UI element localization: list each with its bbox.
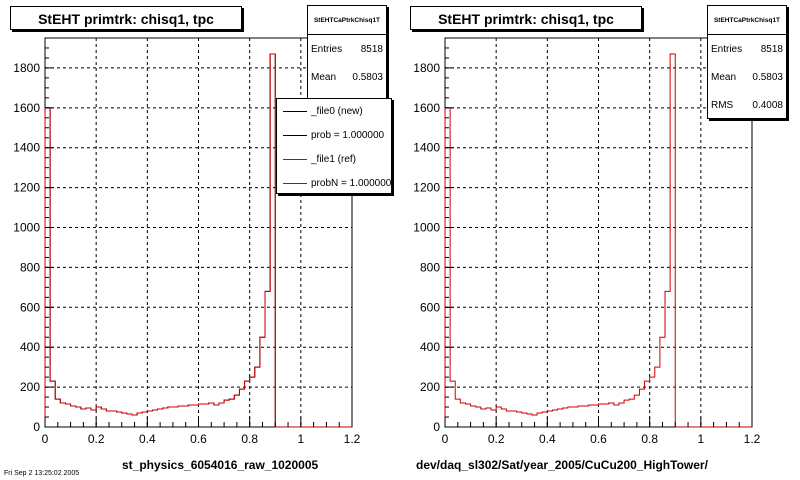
right-title: StEHT primtrk: chisq1, tpc: [410, 6, 642, 30]
left-y-tick-label: 600: [20, 300, 40, 314]
left-stats-row: Entries 8518: [308, 35, 386, 63]
legend-entry: probN = 1.000000: [277, 171, 392, 193]
left-x-tick-label: 1: [297, 432, 304, 446]
legend-line-file1: [283, 158, 307, 160]
right-x-tick-label: 0.4: [539, 432, 556, 446]
right-stats-rms-value: 0.4008: [752, 99, 783, 111]
right-y-tick-label: 0: [433, 420, 440, 434]
left-stats-name: StEHTCaPtrkChisq1T: [308, 6, 386, 35]
left-stats-mean-value: 0.5803: [352, 71, 383, 83]
left-y-tick-label: 1200: [13, 181, 40, 195]
legend-line-probn: [283, 182, 307, 184]
right-stats-row: Mean 0.5803: [708, 63, 786, 91]
left-panel: 0 0.2 0.4 0.6 0.8 1 1.2 0 200 400 600 800 1000 1200 14…: [4, 5, 392, 477]
legend-line-prob: [283, 134, 307, 136]
right-x-axis-title: dev/daq_sl302/Sat/year_2005/CuCu200_High…: [416, 458, 708, 472]
legend-label-prob: prob = 1.000000: [311, 129, 385, 141]
left-y-tick-label: 400: [20, 340, 40, 354]
right-y-tick-label: 1400: [413, 141, 440, 155]
right-stats-rms-label: RMS: [711, 99, 734, 111]
left-x-tick-label: 0.8: [241, 432, 258, 446]
right-y-tick-label: 1000: [413, 221, 440, 235]
right-stats-mean-label: Mean: [711, 71, 737, 83]
left-legend: _file0 (new) prob = 1.000000 _file1 (ref…: [276, 98, 392, 194]
right-y-tick-label: 600: [420, 300, 440, 314]
right-stats-entries-label: Entries: [711, 43, 743, 55]
footer-timestamp: Fri Sep 2 13:25:02 2005: [4, 470, 80, 477]
legend-label-file1: _file1 (ref): [311, 153, 357, 165]
right-plot: 0 0.2 0.4 0.6 0.8 1 1.2 0 200 400 600 800 1000 1200 14…: [413, 37, 761, 446]
legend-line-file0: [283, 110, 307, 112]
right-x-tick-label: 0: [442, 432, 449, 446]
right-x-tick-label: 0.6: [590, 432, 607, 446]
right-x-tick-label: 0.8: [641, 432, 658, 446]
right-y-tick-label: 1200: [413, 181, 440, 195]
legend-label-file0: _file0 (new): [311, 105, 363, 117]
right-y-tick-label: 1800: [413, 61, 440, 75]
left-x-tick-label: 1.2: [344, 432, 361, 446]
legend-entry: prob = 1.000000: [277, 123, 391, 147]
left-x-tick-label: 0.6: [190, 432, 207, 446]
left-title: StEHT primtrk: chisq1, tpc: [10, 6, 242, 30]
left-y-tick-label: 1400: [13, 141, 40, 155]
legend-entry: _file1 (ref): [277, 147, 391, 171]
right-y-tick-label: 200: [420, 380, 440, 394]
right-stats-row: Entries 8518: [708, 35, 786, 63]
right-histogram-ref: [444, 53, 752, 428]
left-x-tick-label: 0.2: [88, 432, 105, 446]
right-stats-row: RMS 0.4008: [708, 91, 786, 119]
right-panel: 0 0.2 0.4 0.6 0.8 1 1.2 0 200 400 600 800 1000 1200 14…: [400, 0, 800, 480]
legend-label-probn: probN = 1.000000: [311, 177, 392, 189]
left-x-axis-title: st_physics_6054016_raw_1020005: [122, 458, 319, 472]
left-y-tick-label: 800: [20, 260, 40, 274]
right-y-tick-label: 800: [420, 260, 440, 274]
left-stats-box: StEHTCaPtrkChisq1T Entries 8518 Mean 0.5…: [307, 5, 387, 101]
left-y-tick-label: 0: [33, 420, 40, 434]
right-x-tick-label: 1: [697, 432, 704, 446]
right-stats-box: StEHTCaPtrkChisq1T Entries 8518 Mean 0.5…: [707, 5, 787, 119]
legend-entry: _file0 (new): [277, 99, 391, 123]
right-stats-name: StEHTCaPtrkChisq1T: [708, 6, 786, 35]
right-x-tick-label: 0.2: [488, 432, 505, 446]
left-y-tick-label: 1000: [13, 221, 40, 235]
right-y-tick-label: 400: [420, 340, 440, 354]
right-stats-mean-value: 0.5803: [752, 71, 783, 83]
left-stats-row: Mean 0.5803: [308, 63, 386, 91]
left-stats-entries-label: Entries: [311, 43, 343, 55]
right-stats-entries-value: 8518: [760, 43, 783, 55]
left-x-tick-label: 0: [42, 432, 49, 446]
right-x-tick-label: 1.2: [744, 432, 761, 446]
left-y-tick-label: 200: [20, 380, 40, 394]
left-y-tick-label: 1600: [13, 101, 40, 115]
left-y-tick-label: 1800: [13, 61, 40, 75]
right-y-tick-label: 1600: [413, 101, 440, 115]
left-x-tick-label: 0.4: [139, 432, 156, 446]
left-histogram-ref: [44, 53, 352, 428]
left-stats-mean-label: Mean: [311, 71, 337, 83]
left-stats-entries-value: 8518: [360, 43, 383, 55]
